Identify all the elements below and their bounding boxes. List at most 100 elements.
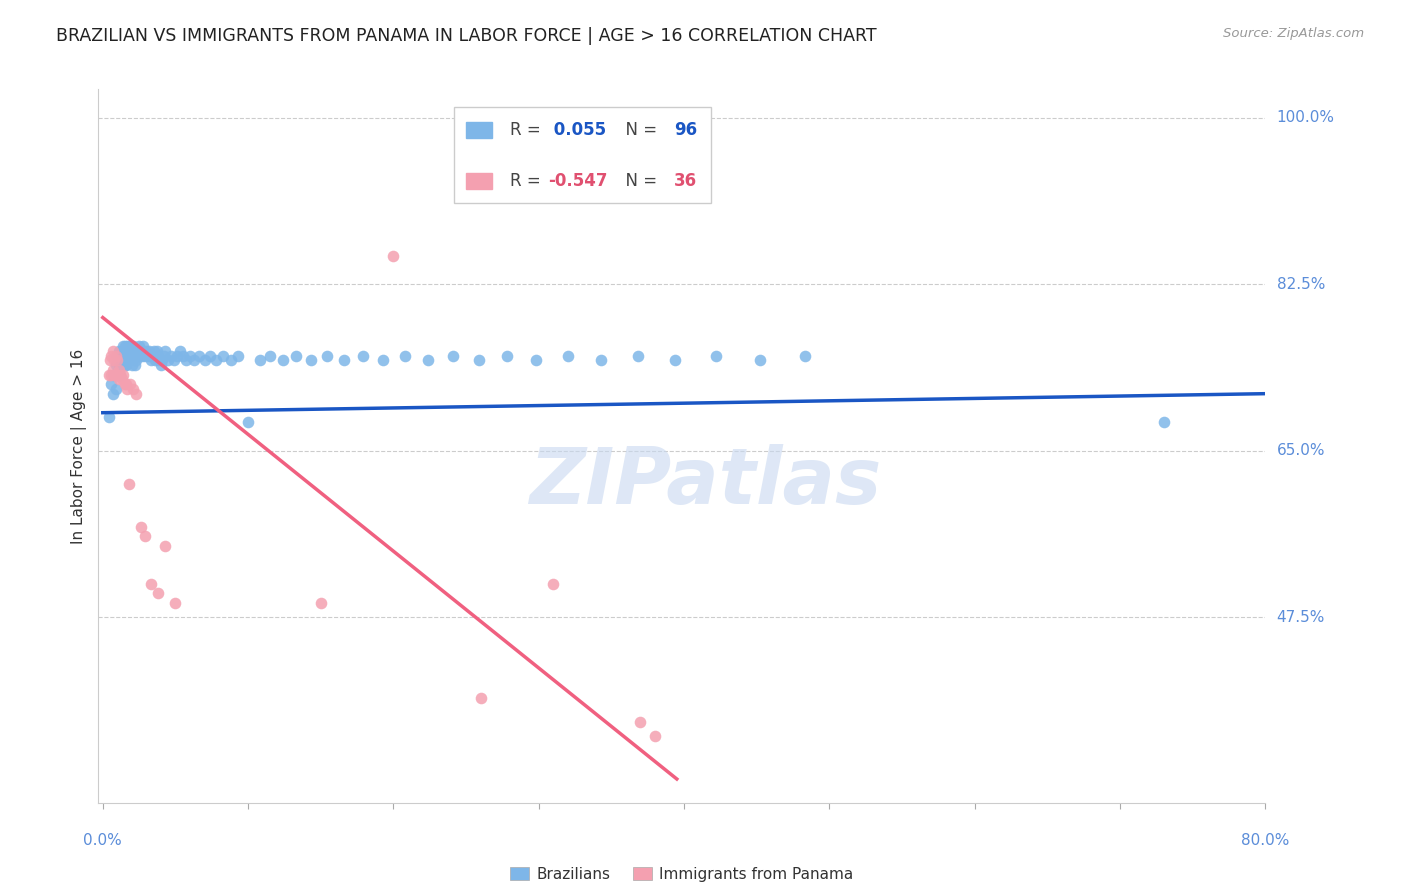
- Point: [259, 349, 281, 363]
- Text: -0.547: -0.547: [548, 172, 607, 190]
- Point: [236, 415, 259, 429]
- Point: [104, 382, 127, 396]
- Point: [470, 691, 492, 706]
- Point: [111, 343, 134, 358]
- Point: [187, 349, 209, 363]
- Point: [136, 349, 159, 363]
- Point: [121, 343, 143, 358]
- Point: [226, 349, 249, 363]
- Point: [150, 353, 173, 368]
- Point: [132, 339, 155, 353]
- Point: [128, 349, 150, 363]
- Point: [124, 358, 146, 372]
- Point: [165, 596, 187, 610]
- Point: [163, 353, 186, 368]
- Point: [148, 353, 170, 368]
- Point: [704, 349, 727, 363]
- Text: 36: 36: [673, 172, 697, 190]
- Point: [219, 353, 242, 368]
- Point: [160, 349, 183, 363]
- Point: [394, 349, 416, 363]
- Point: [748, 353, 770, 368]
- Point: [118, 349, 141, 363]
- Point: [543, 577, 565, 591]
- Point: [105, 368, 128, 382]
- Point: [103, 368, 125, 382]
- Point: [117, 353, 139, 368]
- Point: [142, 343, 165, 358]
- Point: [134, 349, 156, 363]
- Point: [112, 368, 135, 382]
- Point: [1153, 415, 1175, 429]
- Text: 100.0%: 100.0%: [1277, 111, 1334, 125]
- Point: [127, 343, 149, 358]
- Point: [118, 339, 141, 353]
- Text: N =: N =: [616, 121, 662, 139]
- Point: [200, 349, 222, 363]
- Point: [103, 368, 125, 382]
- Point: [100, 368, 122, 382]
- Text: R =: R =: [510, 172, 547, 190]
- Point: [155, 343, 177, 358]
- Point: [468, 353, 491, 368]
- Point: [179, 349, 201, 363]
- Point: [101, 343, 124, 358]
- Point: [418, 353, 440, 368]
- Point: [107, 363, 129, 377]
- Point: [441, 349, 464, 363]
- Point: [285, 349, 308, 363]
- Point: [107, 358, 129, 372]
- Point: [145, 343, 167, 358]
- Point: [644, 729, 666, 743]
- Point: [373, 353, 395, 368]
- Point: [626, 349, 648, 363]
- Point: [664, 353, 686, 368]
- Point: [101, 386, 124, 401]
- Point: [139, 353, 162, 368]
- Point: [125, 386, 148, 401]
- Point: [155, 539, 177, 553]
- Point: [315, 349, 337, 363]
- Point: [117, 382, 139, 396]
- Point: [104, 349, 127, 363]
- Point: [153, 349, 176, 363]
- Point: [115, 358, 138, 372]
- Point: [333, 353, 356, 368]
- Point: [193, 353, 215, 368]
- Point: [146, 349, 169, 363]
- Text: 47.5%: 47.5%: [1277, 610, 1324, 624]
- Point: [122, 349, 145, 363]
- Point: [183, 353, 205, 368]
- Point: [97, 410, 120, 425]
- Point: [100, 377, 122, 392]
- Point: [111, 358, 134, 372]
- Point: [120, 339, 142, 353]
- Point: [139, 577, 162, 591]
- FancyBboxPatch shape: [465, 122, 492, 137]
- Point: [174, 353, 197, 368]
- Point: [299, 353, 322, 368]
- Point: [110, 368, 132, 382]
- Y-axis label: In Labor Force | Age > 16: In Labor Force | Age > 16: [72, 349, 87, 543]
- Point: [135, 343, 157, 358]
- Point: [557, 349, 579, 363]
- Point: [524, 353, 547, 368]
- Point: [117, 339, 139, 353]
- Point: [104, 358, 127, 372]
- Point: [630, 714, 652, 729]
- Point: [128, 339, 150, 353]
- Point: [143, 353, 166, 368]
- Point: [104, 368, 127, 382]
- Point: [100, 349, 122, 363]
- Point: [352, 349, 374, 363]
- FancyBboxPatch shape: [465, 173, 492, 189]
- Point: [205, 353, 228, 368]
- Text: 82.5%: 82.5%: [1277, 277, 1324, 292]
- Point: [793, 349, 815, 363]
- Point: [122, 382, 145, 396]
- Point: [129, 520, 152, 534]
- Text: 96: 96: [673, 121, 697, 139]
- Text: R =: R =: [510, 121, 547, 139]
- Point: [121, 358, 143, 372]
- Point: [114, 377, 136, 392]
